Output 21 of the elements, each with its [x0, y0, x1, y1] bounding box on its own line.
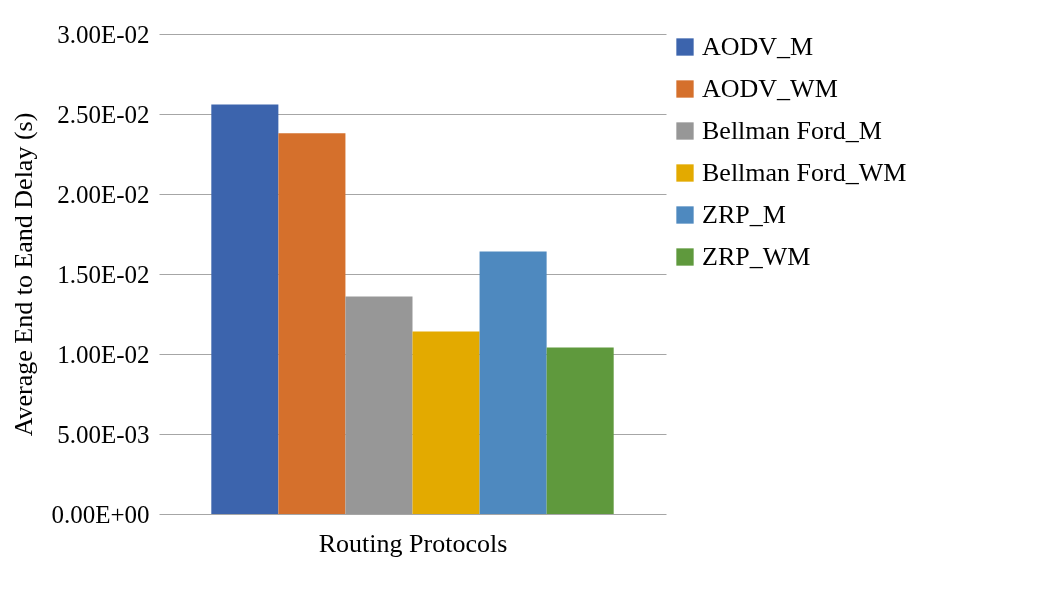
legend-label: Bellman Ford_WM	[702, 158, 907, 187]
legend-label: ZRP_M	[702, 200, 786, 229]
y-axis-title: Average End to Eand Delay (s)	[9, 112, 39, 437]
y-tick-label: 5.00E-03	[57, 420, 150, 448]
bar	[278, 133, 346, 514]
y-tick-label: 2.00E-02	[57, 180, 150, 208]
y-tick-label: 1.00E-02	[57, 340, 150, 368]
bar	[345, 296, 413, 514]
bar	[546, 347, 614, 514]
y-tick-label: 1.50E-02	[57, 260, 150, 288]
legend-label: AODV_M	[702, 32, 814, 61]
y-tick-label: 3.00E-02	[57, 20, 150, 48]
y-tick-label: 2.50E-02	[57, 100, 150, 128]
legend-label: ZRP_WM	[702, 242, 811, 271]
bar	[211, 104, 279, 514]
y-tick-label: 0.00E+00	[51, 500, 150, 528]
legend-label: AODV_WM	[702, 74, 838, 103]
legend-label: Bellman Ford_M	[702, 116, 882, 145]
x-axis-title: Routing Protocols	[318, 528, 508, 558]
bar	[479, 251, 547, 514]
bar	[412, 331, 480, 514]
